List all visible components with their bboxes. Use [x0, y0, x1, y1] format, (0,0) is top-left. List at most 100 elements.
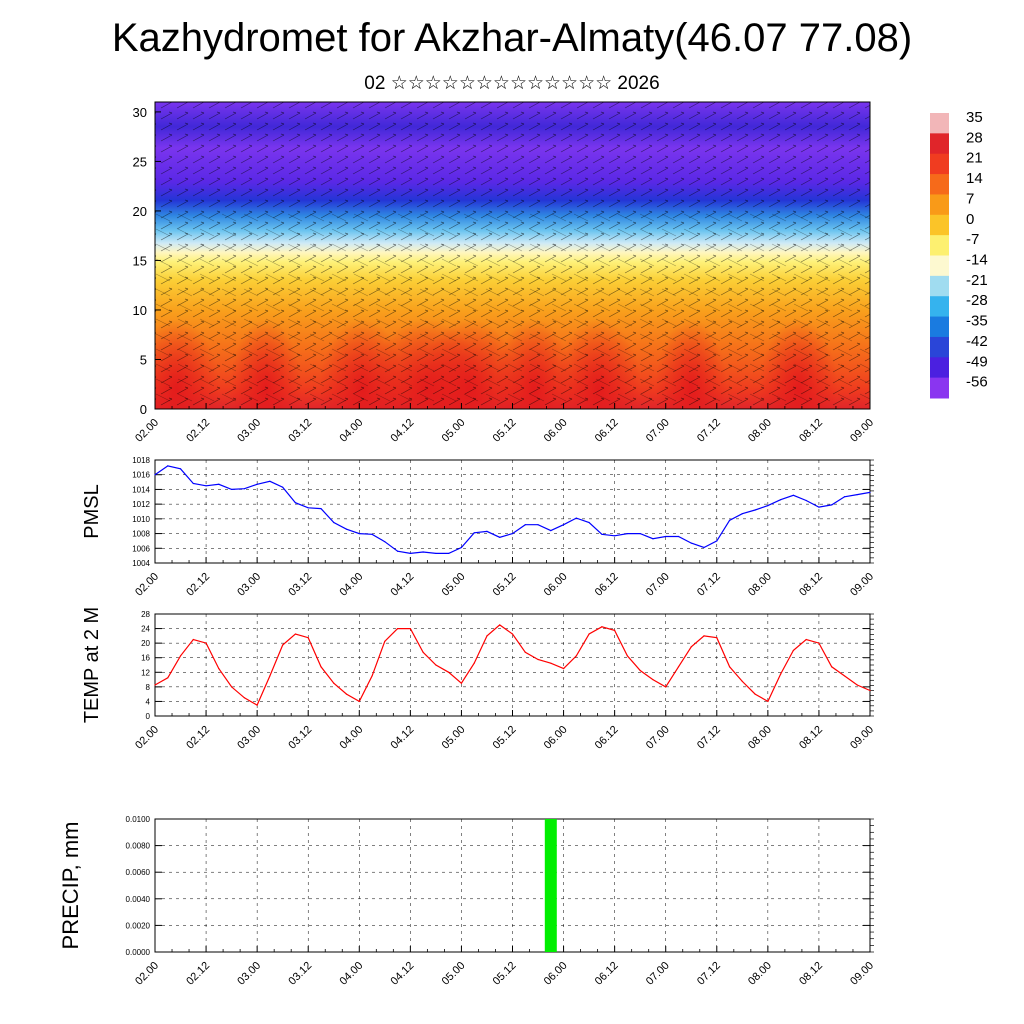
pmsl-data-point: [652, 538, 654, 540]
precip-x-tick-label: 06.00: [542, 960, 570, 988]
pmsl-data-point: [179, 468, 182, 470]
cross-section-y-tick-label: 10: [133, 303, 147, 318]
pmsl-data-point: [511, 532, 514, 535]
temp-data-point: [307, 637, 309, 639]
pmsl-data-point: [345, 528, 348, 530]
pmsl-data-point: [703, 546, 705, 549]
precip-y-label: PRECIP, mm: [58, 822, 83, 950]
cross-section-x-tick-label: 04.00: [337, 417, 365, 445]
temp-data-point: [728, 666, 731, 668]
pmsl-y-tick-label: 1016: [132, 471, 150, 480]
temp-data-point: [294, 633, 297, 635]
temp-data-point: [473, 662, 475, 664]
cross-section-y-tick-label: 15: [133, 253, 147, 268]
temp-data-point: [792, 649, 794, 652]
colorbar-swatch: [930, 194, 949, 216]
cross-section-x-tick-label: 02.12: [184, 417, 212, 445]
pmsl-data-point: [550, 530, 552, 532]
pmsl-data-point: [537, 524, 539, 526]
pmsl-data-point: [716, 540, 718, 542]
precip-x-tick-label: 05.00: [440, 960, 468, 988]
pmsl-x-tick-label: 03.12: [286, 571, 314, 599]
precip-y-tick-label: 0.0000: [126, 948, 151, 957]
temp-data-point: [345, 693, 348, 695]
temp-data-point: [486, 635, 488, 637]
precip-x-tick-label: 03.00: [235, 960, 263, 988]
temp-data-point: [524, 651, 526, 653]
colorbar-label: -56: [966, 374, 988, 391]
pmsl-data-point: [473, 532, 475, 534]
colorbar-label: -35: [966, 313, 988, 330]
colorbar-label: -14: [966, 252, 988, 269]
pmsl-data-point: [307, 507, 309, 509]
precip-y-tick-label: 0.0080: [126, 842, 151, 851]
cross-section-x-tick-label: 07.12: [695, 417, 723, 445]
pmsl-data-point: [358, 532, 360, 535]
temp-data-point: [818, 642, 820, 644]
temp-x-tick-label: 06.00: [542, 724, 570, 752]
colorbar-label: -42: [966, 333, 988, 350]
temp-data-point: [639, 669, 641, 672]
pmsl-x-tick-label: 07.00: [644, 571, 672, 599]
precip-x-tick-label: 07.12: [695, 960, 723, 988]
colorbar-label: 28: [966, 129, 983, 146]
precip-x-tick-label: 04.12: [389, 960, 417, 988]
temp-data-point: [511, 633, 514, 635]
pmsl-data-point: [320, 507, 322, 510]
temp-y-tick-label: 0: [146, 712, 151, 721]
pmsl-data-point: [218, 483, 220, 485]
pmsl-data-point: [843, 496, 846, 498]
temp-y-tick-label: 20: [141, 639, 150, 648]
pmsl-x-tick-label: 03.00: [235, 571, 263, 599]
precip-bar: [544, 819, 557, 952]
pmsl-data-point: [282, 486, 284, 488]
precip-x-tick-label: 03.12: [286, 960, 314, 988]
pmsl-data-point: [639, 532, 641, 535]
pmsl-data-point: [409, 552, 411, 555]
pmsl-data-point: [205, 485, 207, 487]
colorbar-swatch: [930, 316, 949, 338]
pmsl-data-point: [741, 513, 743, 515]
temp-y-tick-label: 8: [146, 683, 151, 692]
colorbar-swatch: [930, 113, 949, 134]
pmsl-data-point: [754, 509, 756, 511]
pmsl-y-tick-label: 1006: [132, 544, 150, 553]
temp-data-point: [269, 675, 271, 677]
temp-data-point: [282, 644, 284, 646]
precip-y-tick-label: 0.0040: [126, 895, 151, 904]
temp-data-point: [179, 655, 182, 657]
pmsl-x-tick-label: 07.12: [695, 571, 723, 599]
pmsl-data-point: [524, 524, 526, 526]
colorbar-label: 21: [966, 150, 983, 167]
temp-data-point: [575, 655, 577, 657]
temp-data-point: [358, 700, 360, 703]
colorbar-label: -28: [966, 292, 988, 309]
temp-data-point: [320, 666, 322, 668]
temp-x-tick-label: 03.00: [235, 724, 263, 752]
pmsl-x-tick-label: 09.00: [848, 571, 876, 599]
precip-x-tick-label: 08.12: [797, 960, 825, 988]
temp-x-tick-label: 02.00: [133, 724, 161, 752]
pmsl-data-point: [728, 519, 731, 521]
pmsl-data-point: [486, 530, 488, 532]
pmsl-data-point: [869, 491, 871, 493]
temp-data-point: [192, 638, 194, 641]
precip-x-tick-label: 06.12: [593, 960, 621, 988]
colorbar-swatch: [930, 296, 949, 318]
temp-y-label: TEMP at 2 M: [81, 607, 103, 723]
colorbar-swatch: [930, 357, 949, 379]
colorbar-swatch: [930, 377, 949, 399]
temp-data-point: [588, 633, 590, 635]
temp-x-tick-label: 09.00: [848, 724, 876, 752]
pmsl-data-point: [626, 532, 629, 535]
pmsl-data-point: [601, 533, 603, 535]
pmsl-y-label: PMSL: [81, 484, 103, 538]
pmsl-data-point: [167, 465, 169, 467]
precip-x-tick-label: 02.12: [184, 960, 212, 988]
colorbar-label: 7: [966, 190, 974, 207]
pmsl-data-point: [690, 542, 692, 544]
pmsl-data-point: [154, 474, 156, 476]
temp-data-point: [690, 646, 692, 648]
temp-data-point: [154, 684, 156, 686]
